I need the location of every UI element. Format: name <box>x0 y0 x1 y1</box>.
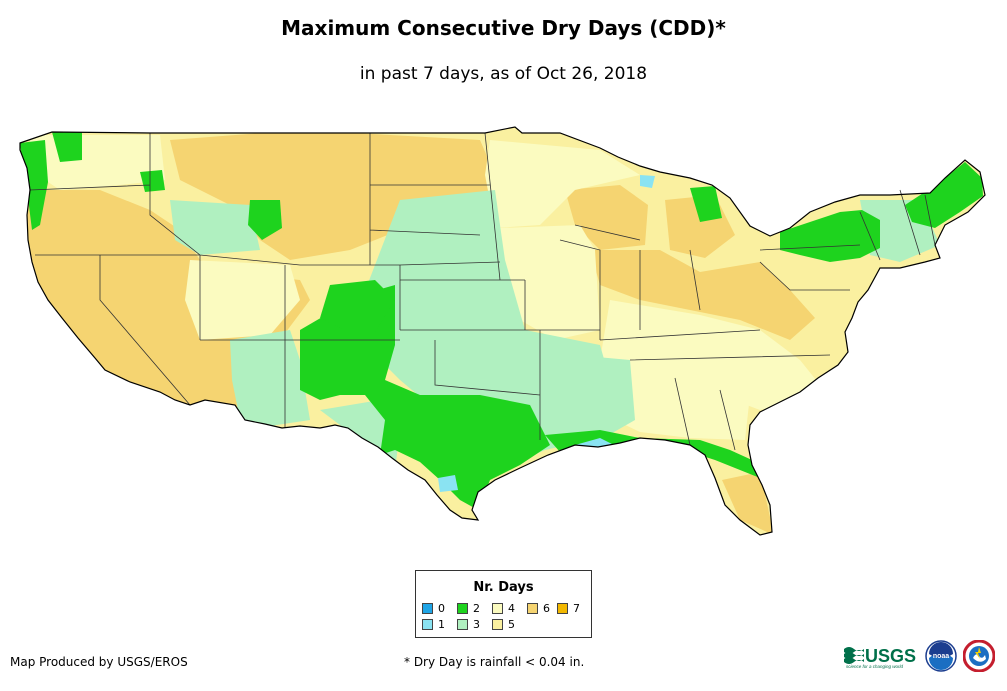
legend-item-1: 1 <box>422 619 445 631</box>
zone-upper-michigan-2 <box>690 186 722 222</box>
zone-wyoming-2 <box>248 200 282 240</box>
zone-idaho-3 <box>170 200 260 255</box>
noaa-logo-text: noaa <box>933 653 949 660</box>
legend-item-6: 6 <box>527 603 550 615</box>
zone-wisconsin-6 <box>565 185 648 250</box>
zone-wa-coast-2 <box>20 140 48 230</box>
legend-item-3: 3 <box>457 619 480 631</box>
legend-title: Nr. Days <box>473 580 534 595</box>
zone-southeast-4 <box>615 370 750 440</box>
legend-swatch-7 <box>557 603 568 614</box>
legend-swatch-4 <box>492 603 503 614</box>
zone-ohio-valley-4 <box>600 300 820 410</box>
legend-item-4: 4 <box>492 603 515 615</box>
zone-south-texas-1 <box>438 475 458 492</box>
us-cdd-map <box>19 126 986 536</box>
noaa-logo: noaa <box>925 640 957 672</box>
zone-arizona-3 <box>230 330 310 426</box>
legend-item-0: 0 <box>422 603 445 615</box>
legend: Nr. Days 0 1 2 3 4 5 6 7 <box>415 570 592 638</box>
legend-swatch-2 <box>457 603 468 614</box>
legend-swatch-5 <box>492 619 503 630</box>
zone-upper-midwest-4 <box>485 140 640 228</box>
zone-lake-superior-1 <box>640 175 655 188</box>
zone-montana-2 <box>140 170 165 192</box>
zone-maine-2 <box>905 162 983 228</box>
usgs-logo: USGS science for a changing world <box>844 646 916 669</box>
state-boundaries <box>29 132 936 451</box>
legend-item-2: 2 <box>457 603 480 615</box>
legend-item-5: 5 <box>492 619 515 631</box>
credit-text: Map Produced by USGS/EROS <box>10 655 188 669</box>
zone-midwest-6 <box>590 250 815 340</box>
zone-northeast-2 <box>780 210 880 262</box>
legend-swatch-6 <box>527 603 538 614</box>
zone-florida-6 <box>722 472 774 535</box>
map-subtitle: in past 7 days, as of Oct 26, 2018 <box>359 64 648 84</box>
zone-ne-washington-2 <box>52 132 82 162</box>
nws-logo <box>963 640 995 672</box>
zone-texas-nm-2 <box>300 285 550 510</box>
legend-swatch-3 <box>457 619 468 630</box>
legend-item-7: 7 <box>557 603 580 615</box>
zone-mississippi-3 <box>575 355 635 440</box>
map-title: Maximum Consecutive Dry Days (CDD)* <box>281 16 726 40</box>
zone-basin-4 <box>185 260 300 340</box>
legend-swatch-1 <box>422 619 433 630</box>
usgs-logo-text: USGS <box>865 646 916 666</box>
usgs-logo-tagline: science for a changing world <box>846 664 904 669</box>
zone-colorado-2 <box>320 280 395 332</box>
footnote-text: * Dry Day is rainfall < 0.04 in. <box>404 655 585 669</box>
legend-swatch-0 <box>422 603 433 614</box>
